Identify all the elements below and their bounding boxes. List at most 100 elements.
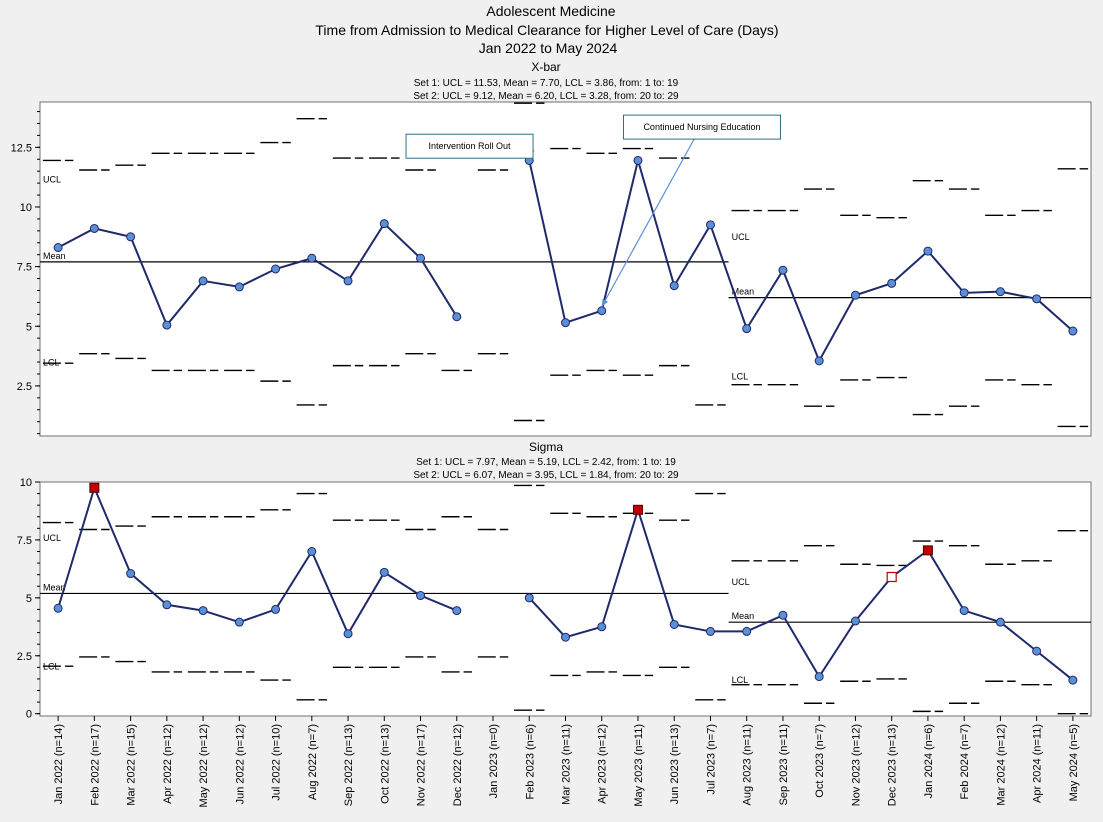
xbar-chart-panel: X-bar Set 1: UCL = 11.53, Mean = 7.70, LC… bbox=[11, 60, 1092, 437]
x-tick-label: Mar 2022 (n=15) bbox=[126, 724, 138, 806]
data-point bbox=[778, 265, 788, 275]
y-tick-label: 10 bbox=[20, 202, 32, 214]
x-axis-labels: Jan 2022 (n=14) Feb 2022 (n=17) Mar 2022 (… bbox=[53, 716, 1080, 807]
data-point bbox=[597, 306, 607, 316]
data-point bbox=[669, 619, 679, 629]
x-tick-label: Feb 2022 (n=17) bbox=[89, 724, 101, 806]
x-tick-label: Jun 2022 (n=12) bbox=[234, 724, 246, 804]
x-tick-label: Apr 2023 (n=12) bbox=[597, 724, 609, 804]
data-point bbox=[198, 276, 208, 286]
limit-label: Mean bbox=[732, 287, 755, 297]
x-tick-label: Nov 2023 (n=12) bbox=[850, 724, 862, 806]
x-tick-label: Aug 2022 (n=7) bbox=[307, 724, 319, 800]
report-title: Adolescent Medicine bbox=[486, 3, 615, 19]
data-point bbox=[561, 318, 570, 328]
y-tick-label: 0 bbox=[26, 709, 32, 721]
data-point bbox=[1068, 326, 1078, 336]
x-tick-label: Oct 2022 (n=13) bbox=[379, 724, 391, 804]
report-date-range: Jan 2022 to May 2024 bbox=[479, 40, 618, 56]
x-tick-label: Mar 2024 (n=12) bbox=[995, 724, 1007, 806]
x-tick-label: Nov 2022 (n=17) bbox=[416, 724, 428, 806]
limit-label: UCL bbox=[43, 174, 61, 184]
data-point bbox=[89, 223, 99, 233]
data-point bbox=[1032, 646, 1042, 656]
data-point bbox=[379, 567, 389, 577]
y-tick-label: 7.5 bbox=[17, 535, 32, 547]
limit-label: LCL bbox=[732, 371, 749, 381]
x-tick-label: May 2022 (n=12) bbox=[198, 724, 210, 807]
signal-point-open bbox=[886, 571, 897, 583]
signal-point bbox=[89, 482, 100, 493]
panel-title: Sigma bbox=[529, 440, 563, 454]
x-tick-label: Dec 2022 (n=12) bbox=[452, 724, 464, 806]
data-point bbox=[633, 155, 643, 165]
data-point bbox=[452, 312, 462, 322]
data-point bbox=[271, 264, 281, 274]
data-point bbox=[742, 324, 752, 334]
data-point bbox=[995, 617, 1005, 627]
limit-label: Mean bbox=[43, 251, 66, 261]
y-tick-label: 5 bbox=[26, 321, 32, 333]
x-tick-label: Dec 2023 (n=13) bbox=[887, 724, 899, 806]
data-point bbox=[1032, 294, 1042, 304]
data-point bbox=[850, 290, 860, 300]
data-point bbox=[234, 282, 244, 292]
limit-label: Mean bbox=[43, 582, 66, 592]
signal-point bbox=[632, 504, 643, 515]
data-point bbox=[53, 243, 63, 253]
data-point bbox=[814, 672, 824, 682]
x-tick-label: Sep 2022 (n=13) bbox=[343, 724, 355, 806]
data-point bbox=[887, 278, 897, 288]
x-tick-label: Apr 2022 (n=12) bbox=[162, 724, 174, 804]
x-tick-label: Oct 2023 (n=7) bbox=[814, 724, 826, 798]
plot-area bbox=[39, 101, 1092, 437]
panel-title: X-bar bbox=[531, 60, 560, 74]
limit-label: LCL bbox=[732, 675, 749, 685]
data-point bbox=[995, 287, 1005, 297]
data-point bbox=[524, 593, 534, 603]
data-point bbox=[126, 569, 136, 579]
annotation-text: Continued Nursing Education bbox=[643, 122, 760, 132]
report-subtitle: Time from Admission to Medical Clearance… bbox=[315, 22, 778, 38]
data-point bbox=[416, 591, 426, 601]
data-point bbox=[778, 610, 788, 620]
annotation-box bbox=[405, 133, 534, 159]
y-tick-label: 10 bbox=[20, 477, 32, 489]
set-info: Set 2: UCL = 9.12, Mean = 6.20, LCL = 3.… bbox=[413, 91, 679, 102]
y-tick-label: 2.5 bbox=[17, 651, 32, 663]
x-tick-label: Jun 2023 (n=13) bbox=[669, 724, 681, 804]
data-point bbox=[597, 622, 607, 632]
data-point bbox=[379, 219, 389, 229]
series-line bbox=[57, 222, 458, 327]
x-tick-label: Aug 2023 (n=11) bbox=[742, 724, 754, 805]
series-line bbox=[57, 484, 458, 636]
data-point bbox=[959, 288, 969, 298]
y-tick-label: 5 bbox=[26, 593, 32, 605]
annotation-arrowhead bbox=[601, 298, 609, 307]
data-point bbox=[923, 246, 933, 256]
x-tick-label: Jan 2022 (n=14) bbox=[53, 724, 65, 804]
data-point bbox=[705, 626, 715, 636]
series-line bbox=[528, 156, 1074, 364]
set-info: Set 1: UCL = 11.53, Mean = 7.70, LCL = 3… bbox=[414, 78, 679, 89]
limit-label: LCL bbox=[43, 357, 60, 367]
x-tick-label: May 2024 (n=5) bbox=[1068, 724, 1080, 801]
data-point bbox=[198, 606, 208, 616]
data-point bbox=[53, 603, 63, 613]
data-point bbox=[162, 320, 172, 330]
sigma-chart-panel: Sigma Set 1: UCL = 7.97, Mean = 5.19, LCL… bbox=[17, 440, 1092, 721]
data-point bbox=[234, 617, 244, 627]
plot-area bbox=[39, 481, 1092, 717]
x-tick-label: Feb 2023 (n=6) bbox=[524, 724, 536, 800]
y-tick-label: 12.5 bbox=[11, 142, 32, 154]
data-point bbox=[343, 276, 353, 286]
series-line bbox=[528, 506, 1074, 681]
set-info: Set 1: UCL = 7.97, Mean = 5.19, LCL = 2.… bbox=[416, 457, 676, 468]
y-tick-label: 2.5 bbox=[17, 381, 32, 393]
data-point bbox=[162, 600, 172, 610]
x-tick-label: Feb 2024 (n=7) bbox=[959, 724, 971, 800]
annotation-leader bbox=[601, 138, 695, 308]
data-point bbox=[705, 220, 715, 230]
data-point bbox=[307, 253, 317, 263]
